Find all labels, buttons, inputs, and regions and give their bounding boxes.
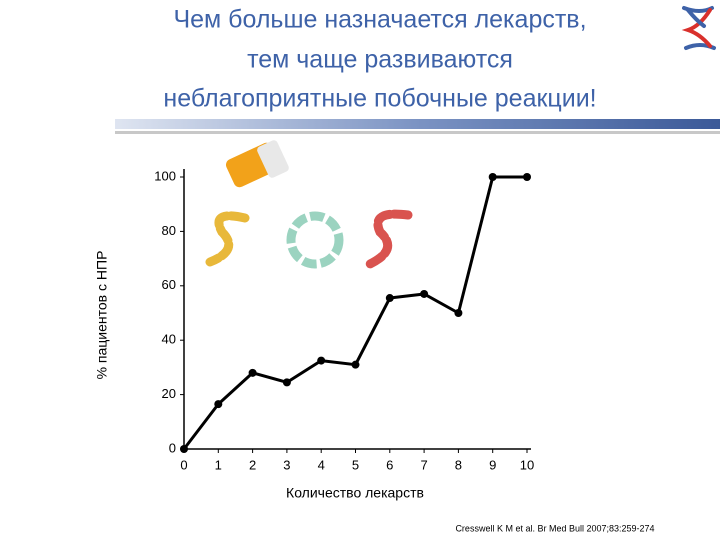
x-axis-label: Количество лекарств (286, 485, 424, 501)
y-tick-label: 100 (154, 168, 176, 183)
data-point (214, 400, 223, 409)
pills-illustration (205, 140, 413, 270)
data-point (282, 378, 291, 387)
y-tick-label: 40 (162, 332, 176, 347)
x-tick-label: 5 (352, 457, 359, 472)
data-point (248, 368, 257, 377)
x-tick-label: 8 (455, 457, 462, 472)
x-tick-label: 1 (215, 457, 222, 472)
data-point (488, 173, 497, 181)
data-point (454, 309, 463, 317)
title-line: тем чаще развиваются (247, 46, 513, 74)
x-tick-label: 9 (489, 457, 496, 472)
header-bar (115, 119, 720, 129)
x-tick-label: 7 (420, 457, 427, 472)
y-tick-label: 80 (162, 223, 176, 238)
y-tick-label: 20 (162, 386, 176, 401)
x-tick-label: 6 (386, 457, 393, 472)
y-axis-label: % пациентов с НПР (94, 251, 110, 380)
x-tick-label: 10 (520, 457, 534, 472)
data-point (351, 360, 360, 369)
data-point (420, 289, 429, 298)
data-point (180, 445, 188, 453)
data-point (317, 356, 326, 365)
header-shadow (115, 131, 720, 134)
x-tick-label: 4 (318, 457, 325, 472)
x-tick-label: 0 (180, 457, 187, 472)
title-line: неблагоприятные побочные реакции! (163, 85, 596, 113)
data-point (385, 294, 394, 303)
data-point (523, 173, 531, 181)
y-tick-label: 60 (162, 277, 176, 292)
x-tick-label: 3 (283, 457, 290, 472)
y-tick-label: 0 (169, 440, 176, 455)
x-tick-label: 2 (249, 457, 256, 472)
title-line: Чем больше назначается лекарств, (173, 6, 586, 34)
logo (681, 6, 716, 50)
citation: Cresswell K M et al. Br Med Bull 2007;83… (455, 523, 654, 533)
